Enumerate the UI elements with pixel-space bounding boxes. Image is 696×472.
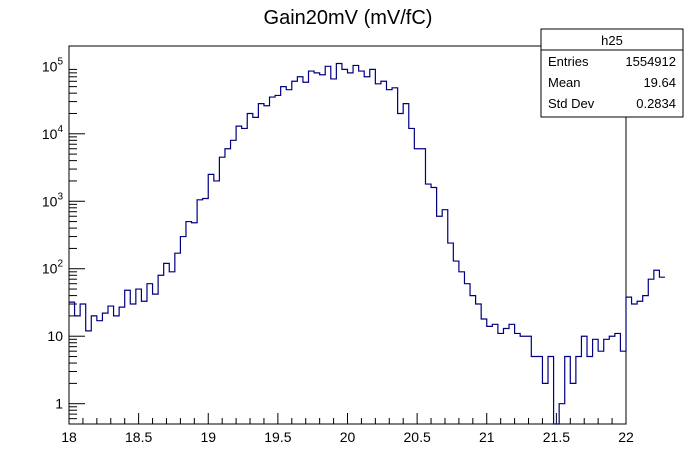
x-tick-label: 20.5 [404, 429, 431, 445]
x-axis: 18 18.5 19 19.5 20 20.5 21 21.5 22 [61, 413, 634, 445]
x-tick-label: 18 [61, 429, 77, 445]
stats-box-frame [540, 28, 684, 118]
stats-row-value: 19.64 [643, 75, 676, 90]
x-tick-label: 19.5 [264, 429, 291, 445]
y-tick-label: 103 [42, 191, 64, 209]
stats-row-value: 0.2834 [636, 96, 676, 111]
stats-row-label: Entries [548, 54, 589, 69]
x-tick-label: 18.5 [125, 429, 152, 445]
x-tick-label: 20 [340, 429, 356, 445]
stats-box: h25 Entries 1554912 Mean 19.64 Std Dev 0.2834 [540, 28, 684, 118]
stats-row-label: Std Dev [548, 96, 595, 111]
y-tick-label: 102 [42, 259, 64, 277]
y-axis: 1 10 102 103 104 105 [42, 56, 85, 425]
stats-row-label: Mean [548, 75, 581, 90]
x-tick-label: 21.5 [543, 429, 570, 445]
histogram-line [69, 62, 665, 425]
y-tick-label: 104 [42, 124, 64, 142]
histogram-series [69, 62, 665, 425]
y-tick-label: 10 [47, 328, 63, 344]
x-tick-label: 19 [200, 429, 216, 445]
stats-row-value: 1554912 [625, 54, 676, 69]
y-tick-label: 1 [55, 396, 63, 412]
y-tick-label: 105 [42, 56, 64, 74]
x-tick-label: 21 [479, 429, 495, 445]
x-tick-label: 22 [618, 429, 634, 445]
chart-title: Gain20mV (mV/fC) [264, 7, 433, 29]
stats-box-name: h25 [601, 33, 623, 48]
